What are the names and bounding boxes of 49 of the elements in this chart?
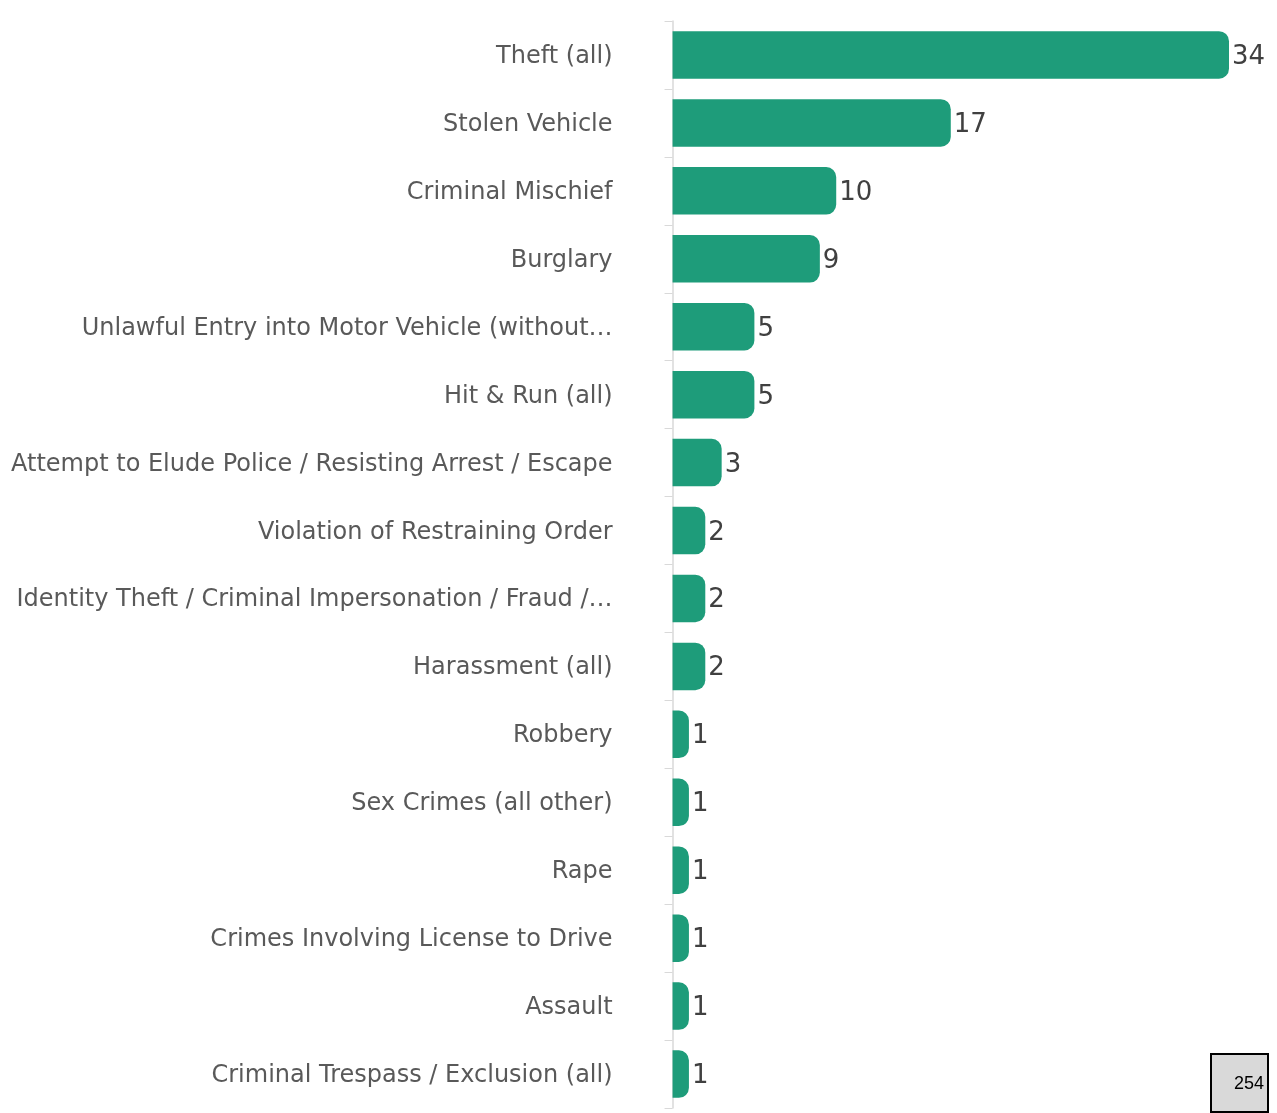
data-label: 2 bbox=[708, 651, 725, 682]
y-tick-label: Unlawful Entry into Motor Vehicle (without… bbox=[81, 312, 613, 341]
y-tick-label: Criminal Trespass / Exclusion (all) bbox=[211, 1060, 613, 1089]
data-label: 1 bbox=[691, 923, 709, 954]
data-label: 1 bbox=[691, 787, 709, 818]
y-tick-label: Robbery bbox=[512, 720, 613, 749]
y-tick-label: Attempt to Elude Police / Resisting Arrest / Escape bbox=[11, 448, 613, 477]
data-label: 3 bbox=[724, 447, 742, 478]
data-label: 9 bbox=[822, 243, 840, 274]
y-tick-label: Burglary bbox=[510, 244, 613, 273]
bar bbox=[672, 302, 755, 351]
data-label: 2 bbox=[708, 583, 725, 614]
data-label: 1 bbox=[691, 855, 709, 886]
bar bbox=[672, 99, 951, 147]
bar bbox=[672, 235, 820, 283]
y-tick-label: Rape bbox=[551, 856, 613, 885]
data-label: 1 bbox=[691, 1059, 709, 1090]
y-tick-label: Identity Theft / Criminal Impersonation / Fraud /… bbox=[16, 584, 613, 613]
bar bbox=[672, 506, 706, 555]
y-tick-label: Crimes Involving License to Drive bbox=[210, 924, 613, 953]
y-tick-label: Criminal Mischief bbox=[406, 176, 614, 205]
bar bbox=[672, 642, 706, 691]
bar bbox=[672, 914, 689, 962]
y-tick-label: Stolen Vehicle bbox=[443, 108, 613, 137]
bar bbox=[672, 167, 837, 215]
y-tick-label: Theft (all) bbox=[495, 40, 613, 69]
bar bbox=[672, 710, 689, 759]
bar bbox=[672, 31, 1229, 79]
bar bbox=[672, 1050, 689, 1098]
y-tick-label: Hit & Run (all) bbox=[444, 380, 613, 409]
data-label: 5 bbox=[757, 311, 774, 342]
bar bbox=[672, 370, 755, 419]
bar bbox=[672, 846, 689, 894]
y-tick-label: Violation of Restraining Order bbox=[257, 516, 613, 545]
data-label: 17 bbox=[953, 107, 987, 138]
bar bbox=[672, 778, 689, 827]
y-tick-label: Harassment (all) bbox=[413, 652, 613, 681]
bar bbox=[672, 982, 689, 1030]
y-tick-label: Sex Crimes (all other) bbox=[351, 788, 613, 817]
data-label: 2 bbox=[708, 515, 725, 546]
bar bbox=[672, 438, 722, 487]
text: 254 bbox=[1233, 1073, 1265, 1093]
data-label: 5 bbox=[757, 379, 774, 410]
y-tick-label: Assault bbox=[525, 992, 613, 1021]
data-label: 1 bbox=[691, 991, 709, 1022]
data-label: 1 bbox=[691, 719, 709, 750]
bar bbox=[672, 574, 706, 623]
data-label: 10 bbox=[839, 175, 873, 206]
data-label: 34 bbox=[1232, 39, 1266, 70]
